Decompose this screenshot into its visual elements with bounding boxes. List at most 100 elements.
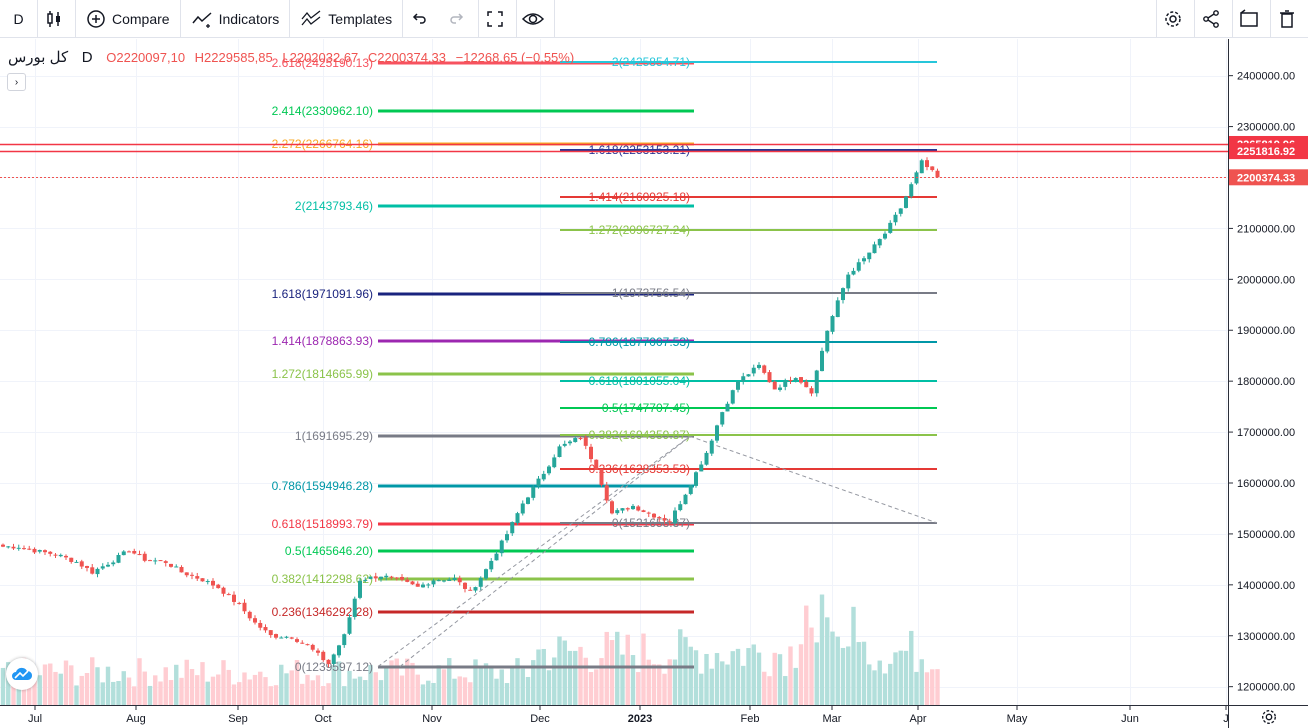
volume-bar bbox=[216, 674, 221, 705]
candle-body bbox=[442, 580, 446, 582]
volume-bar bbox=[704, 653, 709, 705]
candle-body bbox=[604, 485, 609, 501]
candle-body bbox=[583, 437, 588, 446]
candle-body bbox=[174, 566, 179, 568]
volume-bar bbox=[567, 650, 573, 705]
volume-bar bbox=[473, 659, 478, 705]
axis-settings-button[interactable] bbox=[1228, 705, 1308, 728]
chart-pane[interactable]: 2.618(2425190.13) 2.414(2330962.10) 2.272(… bbox=[0, 39, 1228, 705]
candle-body bbox=[615, 510, 620, 514]
fib-label-right: 1.618(2253153.21) bbox=[589, 143, 690, 157]
volume-bar bbox=[489, 665, 494, 705]
fib-label-left: 1.618(1971091.96) bbox=[272, 287, 373, 301]
price-tick-label: 1900000.00 bbox=[1237, 325, 1295, 337]
volume-bar bbox=[352, 678, 357, 705]
volume-bar bbox=[342, 686, 347, 705]
price-axis[interactable]: 1200000.00 1300000.00 1400000.00 1500000.00… bbox=[1228, 39, 1308, 705]
chart-style-button[interactable] bbox=[38, 0, 76, 38]
candle-body bbox=[547, 466, 551, 474]
volume-bar bbox=[935, 669, 940, 705]
delete-button[interactable] bbox=[1270, 0, 1308, 38]
candle-body bbox=[300, 642, 305, 644]
candle-body bbox=[767, 372, 772, 383]
candle-body bbox=[909, 184, 914, 197]
undo-button[interactable] bbox=[403, 0, 441, 38]
candle-body bbox=[673, 510, 677, 524]
volume-bar bbox=[793, 667, 798, 705]
indicators-button[interactable]: Indicators bbox=[181, 0, 291, 38]
redo-button[interactable] bbox=[441, 0, 480, 38]
volume-bar bbox=[184, 659, 189, 705]
candle-body bbox=[1, 544, 5, 547]
volume-bar bbox=[16, 684, 21, 705]
candle-body bbox=[452, 577, 457, 581]
volume-bar bbox=[378, 680, 384, 705]
volume-bar bbox=[777, 654, 783, 705]
share-button[interactable] bbox=[1194, 0, 1232, 38]
volume-bar bbox=[357, 676, 363, 705]
candle-body bbox=[242, 602, 247, 612]
interval-button[interactable]: D bbox=[0, 0, 38, 38]
candle-body bbox=[95, 568, 100, 575]
volume-bar bbox=[37, 675, 42, 705]
volume-bar bbox=[0, 667, 6, 705]
candle-body bbox=[253, 618, 257, 623]
time-tick-label: Nov bbox=[422, 713, 442, 725]
volume-bar bbox=[756, 652, 762, 705]
candle-body bbox=[237, 602, 242, 604]
fullscreen-button[interactable] bbox=[479, 0, 518, 38]
volume-bar bbox=[105, 666, 111, 705]
indicators-label: Indicators bbox=[218, 10, 280, 27]
compare-button[interactable]: Compare bbox=[76, 0, 181, 38]
tradingview-logo[interactable] bbox=[6, 658, 38, 690]
candle-body bbox=[216, 584, 221, 589]
templates-button[interactable]: Templates bbox=[290, 0, 404, 38]
volume-bar bbox=[195, 675, 200, 705]
candle-body bbox=[368, 576, 373, 579]
volume-bar bbox=[273, 685, 279, 705]
volume-bar bbox=[426, 680, 431, 705]
candle-body bbox=[447, 579, 452, 582]
volume-bar bbox=[111, 681, 116, 705]
candle-body bbox=[43, 550, 47, 553]
fib-label-right: 0(1521658.37) bbox=[612, 516, 690, 530]
time-axis[interactable]: Jul Aug Sep Oct Nov Dec 2023 Feb Mar Apr May Jun J bbox=[0, 705, 1228, 728]
candle-body bbox=[200, 578, 205, 582]
volume-bar bbox=[42, 664, 48, 705]
volume-bar bbox=[347, 670, 352, 705]
time-tick-label: Dec bbox=[530, 713, 550, 725]
volume-bar bbox=[462, 677, 468, 705]
legend-symbol[interactable]: کل بورس bbox=[8, 49, 69, 66]
volume-bar bbox=[930, 669, 935, 705]
volume-bar bbox=[179, 677, 184, 705]
candle-body bbox=[106, 564, 110, 567]
candle-body bbox=[221, 587, 226, 594]
legend-collapse-button[interactable]: › bbox=[7, 73, 26, 91]
price-marker-box bbox=[1229, 169, 1308, 186]
settings-button[interactable] bbox=[1156, 0, 1194, 38]
candle-body bbox=[526, 497, 530, 504]
trend-line bbox=[689, 435, 938, 524]
volume-bar bbox=[237, 682, 242, 705]
candle-body bbox=[342, 634, 347, 646]
snapshot-button[interactable] bbox=[1232, 0, 1270, 38]
candle-body bbox=[473, 587, 478, 591]
candle-body bbox=[321, 651, 326, 661]
fib-label-left: 1.272(1814665.99) bbox=[272, 367, 373, 381]
volume-bar bbox=[53, 671, 58, 705]
fib-label-left: 0.382(1412298.62) bbox=[272, 572, 373, 586]
candle-body bbox=[11, 546, 16, 549]
candle-body bbox=[925, 160, 929, 168]
volume-bar bbox=[914, 671, 919, 705]
volume-bar bbox=[672, 659, 678, 705]
candle-body bbox=[557, 446, 562, 458]
fullscreen-icon bbox=[486, 10, 503, 27]
candle-body bbox=[898, 208, 903, 214]
volume-bar bbox=[720, 661, 725, 705]
candle-body bbox=[100, 566, 105, 569]
candle-body bbox=[421, 584, 425, 588]
preview-button[interactable] bbox=[517, 0, 556, 38]
candle-body bbox=[520, 503, 525, 514]
volume-bar bbox=[783, 676, 788, 705]
candle-body bbox=[405, 579, 410, 582]
